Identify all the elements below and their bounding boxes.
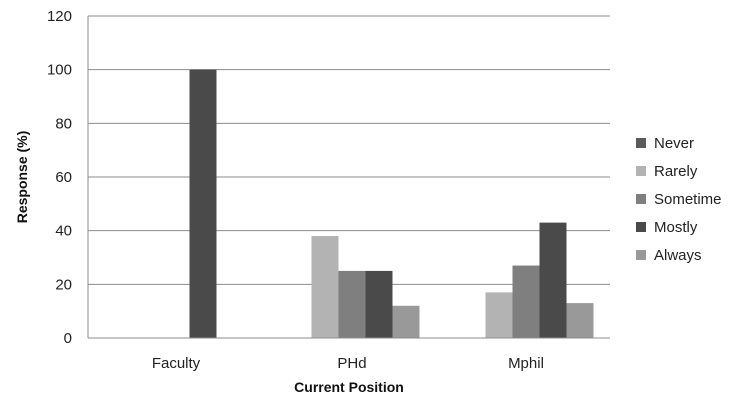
y-tick-label: 60 [55, 169, 72, 186]
x-axis-title: Current Position [294, 379, 404, 395]
y-tick-label: 100 [47, 62, 72, 79]
x-tick-label: Mphil [508, 355, 544, 372]
bar-mostly-faculty [189, 69, 217, 339]
y-tick-label: 40 [55, 223, 72, 240]
bar-rarely-mphil [485, 292, 513, 338]
x-tick-labels: Faculty PHd Mphil [152, 355, 544, 372]
bar-always-mphil [566, 303, 594, 338]
legend-swatch [636, 166, 646, 176]
legend-label: Always [654, 247, 702, 264]
legend-label: Sometime [654, 191, 722, 208]
gridlines [88, 15, 610, 285]
legend-swatch [636, 194, 646, 204]
legend-swatch [636, 222, 646, 232]
x-tick-label: Faculty [152, 355, 201, 372]
y-tick-label: 80 [55, 115, 72, 132]
y-tick-label: 0 [64, 330, 72, 347]
y-axis-title: Response (%) [14, 131, 30, 224]
legend-swatch [636, 138, 646, 148]
y-tick-labels: 0 20 40 60 80 100 120 [47, 8, 72, 347]
legend-label: Rarely [654, 163, 698, 180]
y-tick-label: 20 [55, 276, 72, 293]
bar-mostly-phd [365, 270, 393, 338]
bar-sometime-mphil [512, 265, 540, 338]
bar-always-phd [392, 305, 420, 338]
legend-label: Never [654, 135, 694, 152]
legend-swatch [636, 250, 646, 260]
bars [189, 69, 594, 339]
x-tick-label: PHd [337, 355, 366, 372]
legend: Never Rarely Sometime Mostly Always [636, 135, 722, 264]
axes [87, 16, 610, 339]
bar-rarely-phd [311, 236, 339, 338]
bar-sometime-phd [338, 270, 366, 338]
bar-mostly-mphil [539, 222, 567, 338]
y-tick-label: 120 [47, 8, 72, 25]
legend-label: Mostly [654, 219, 698, 236]
